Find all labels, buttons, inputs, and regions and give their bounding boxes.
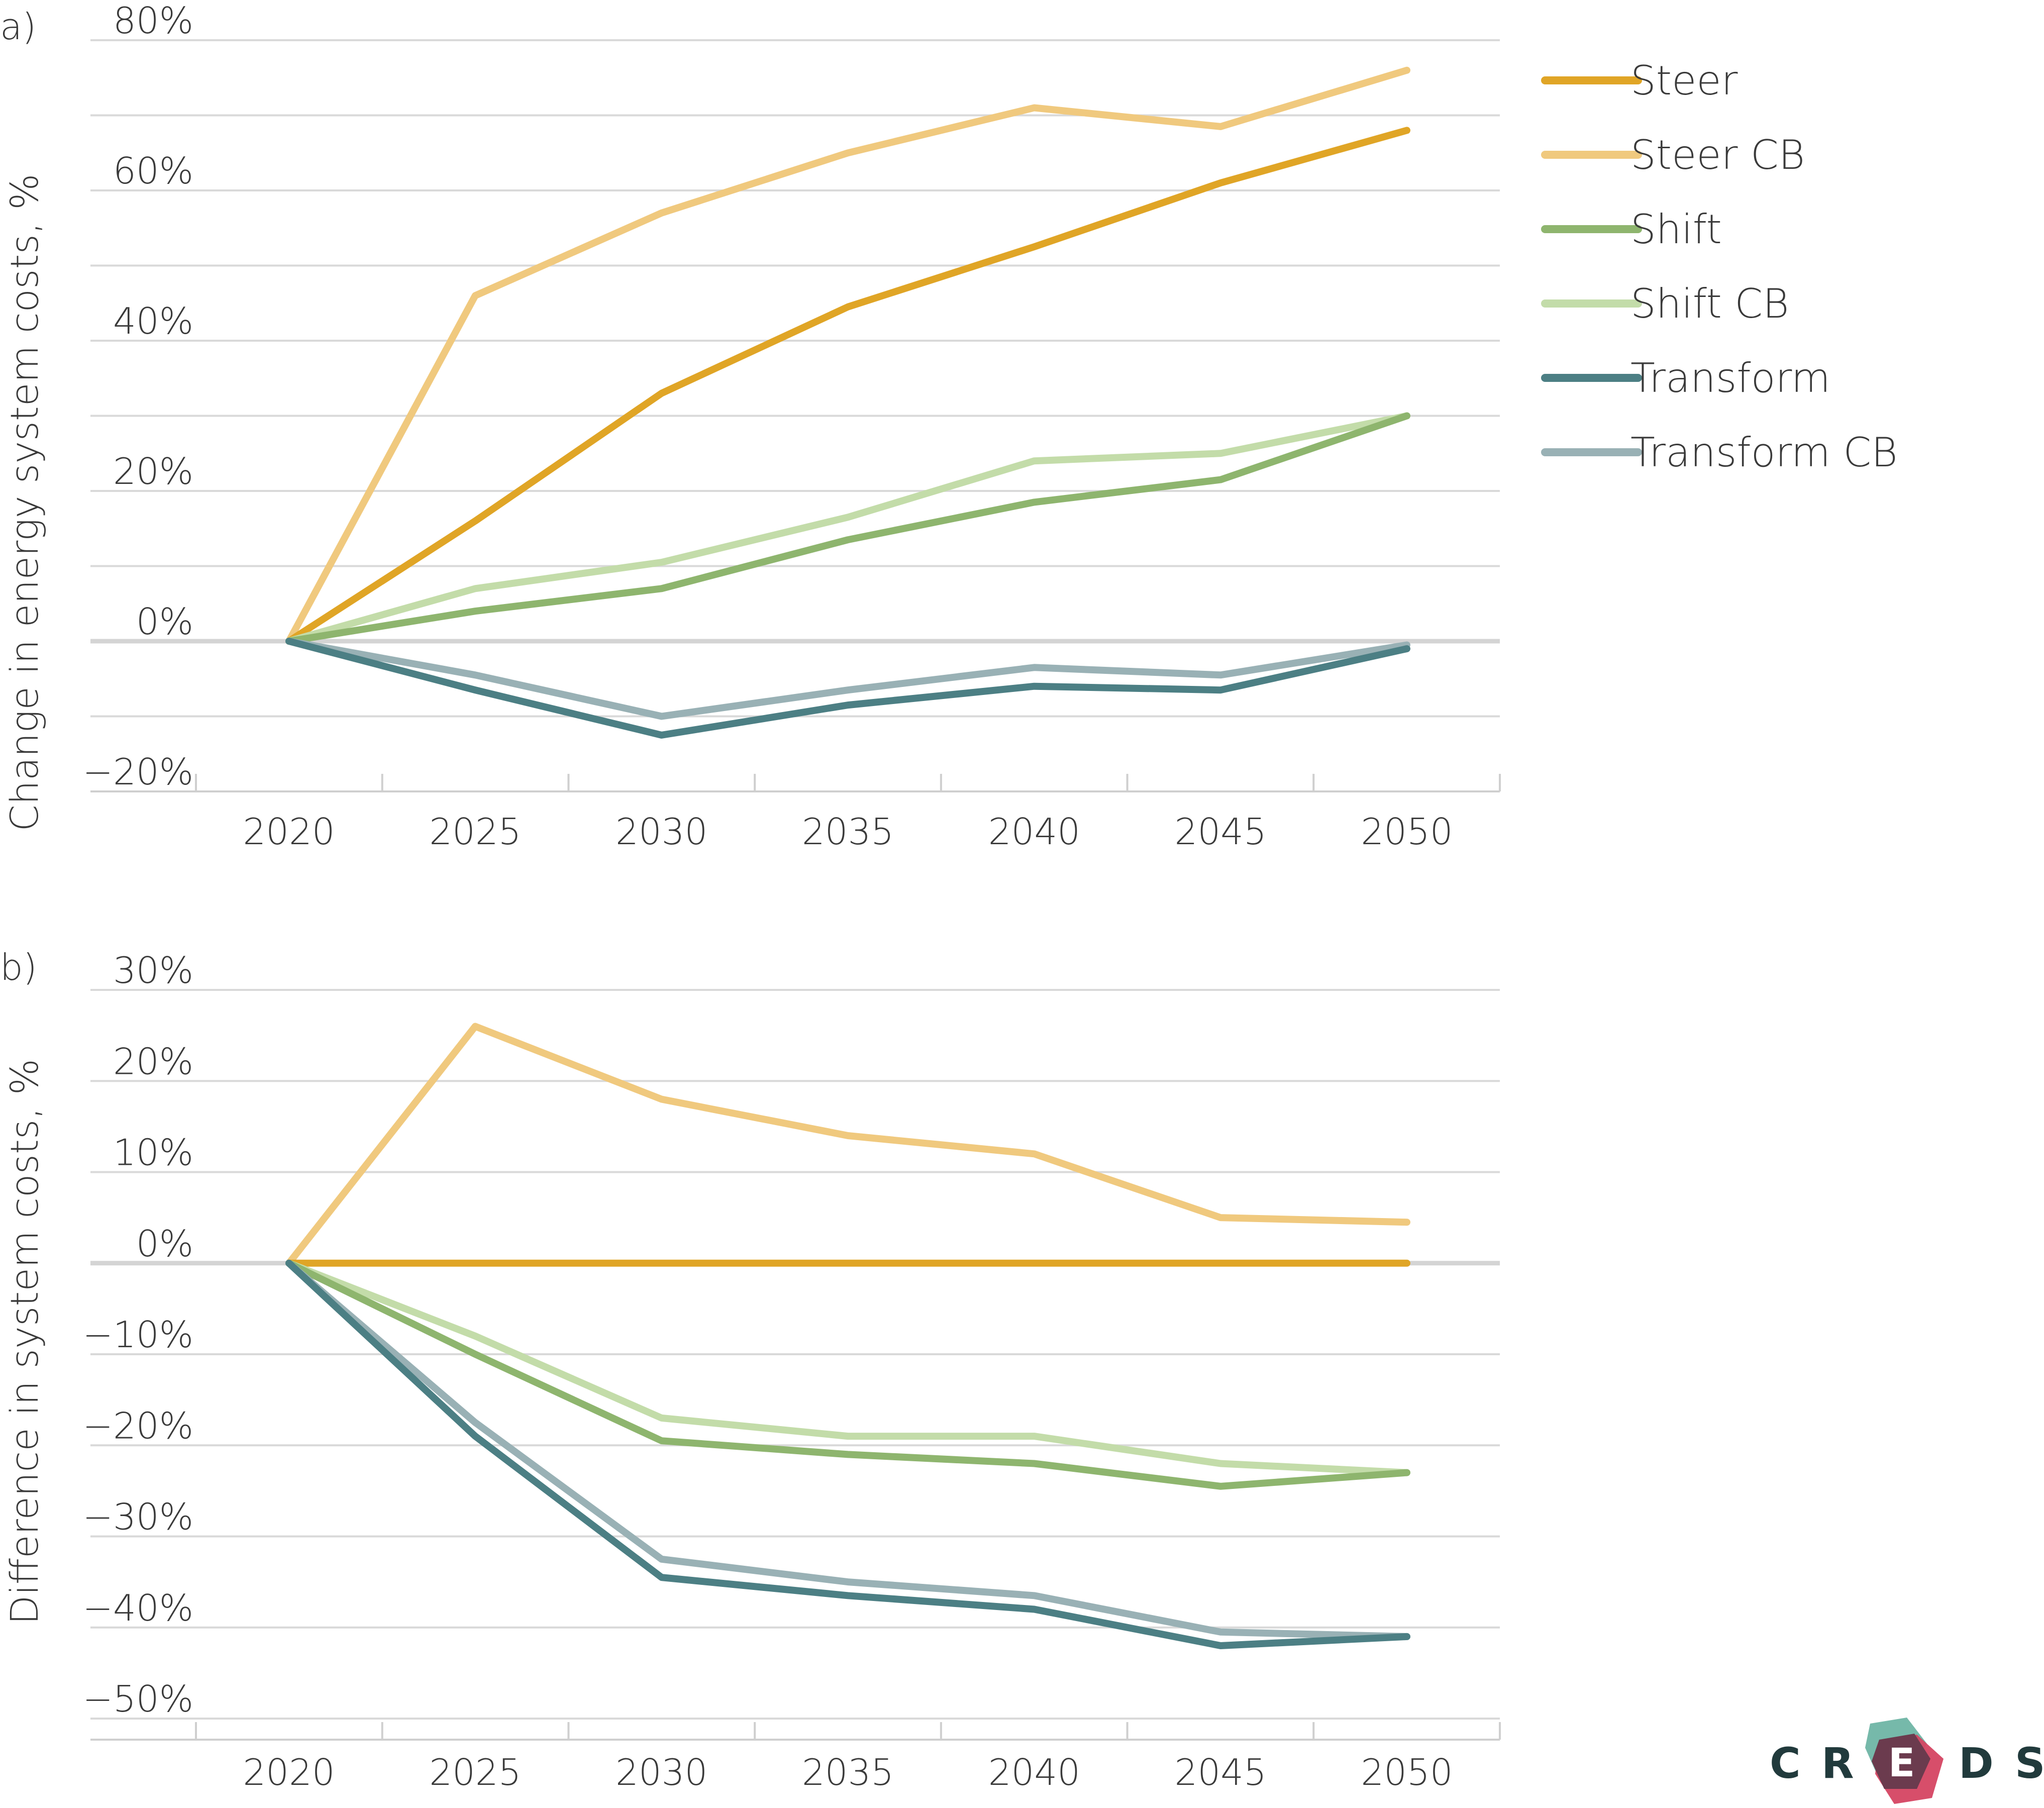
panel-a-series-line-shift	[285, 412, 1410, 645]
panel-a-series-line-steer	[285, 127, 1410, 645]
panel-a-x-tick-label: 2030	[616, 811, 707, 853]
legend-label-transform: Transform	[1630, 355, 1830, 401]
panel-b-series-line-transform	[285, 1259, 1410, 1649]
panel-b-y-axis-title: Difference in system costs, %	[2, 1059, 47, 1625]
panel-a-y-tick-label: −20%	[83, 751, 193, 793]
panel-a-series	[285, 66, 1410, 739]
panel-a-y-tick-label: 60%	[113, 150, 193, 192]
legend-label-shift: Shift	[1630, 206, 1722, 253]
panel-b-y-tick-label: −30%	[83, 1496, 193, 1538]
panel-a-x-tick-label: 2020	[243, 811, 335, 853]
panel-a-x-tick-label: 2040	[988, 811, 1080, 853]
panel-b-grid	[90, 989, 1500, 1720]
panel-b-series-line-transform-cb	[285, 1259, 1410, 1640]
panel-b-y-ticks: −50% −40% −30% −20% −10% 0% 10% 20% 30%	[83, 949, 193, 1720]
panel-b-series-line-shift-cb	[285, 1259, 1410, 1476]
panel-b-x-tick-label: 2040	[988, 1751, 1080, 1793]
legend-label-shift-cb: Shift CB	[1630, 280, 1789, 327]
panel-a-series-line-shift-cb	[285, 412, 1410, 645]
logo-letter-r: R	[1821, 1739, 1854, 1788]
panel-a-x-axis: 2020 2025 2030 2035 2040 2045 2050	[90, 774, 1501, 853]
panel-b-series-line-shift	[285, 1259, 1410, 1490]
panel-b-series	[285, 1023, 1410, 1649]
panel-b-y-tick-label: −50%	[83, 1678, 193, 1720]
logo-letter-d: D	[1959, 1739, 1994, 1788]
panel-b-x-axis: 2020 2025 2030 2035 2040 2045 2050	[90, 1722, 1501, 1793]
panel-a-label: a)	[0, 6, 36, 48]
panel-a-y-axis-title: Change in energy system costs, %	[2, 174, 47, 832]
panel-a-y-tick-label: 40%	[113, 300, 193, 342]
panel-a-y-tick-label: 0%	[136, 600, 193, 643]
panel-b-x-tick-label: 2025	[429, 1751, 521, 1793]
panel-a-series-line-transform	[285, 638, 1410, 739]
panel-b-y-tick-label: 0%	[136, 1223, 193, 1265]
panel-a-x-tick-label: 2025	[429, 811, 521, 853]
creds-logo: C R E D S	[1770, 1718, 2044, 1804]
panel-b-y-tick-label: 20%	[113, 1040, 193, 1082]
panel-b-label: b)	[0, 946, 37, 988]
panel-b-y-tick-label: 10%	[113, 1132, 193, 1174]
logo-letter-s: S	[2015, 1739, 2044, 1788]
panel-b-y-tick-label: −40%	[83, 1587, 193, 1629]
panel-a-x-tick-label: 2045	[1175, 811, 1267, 853]
panel-a-series-line-steer-cb	[285, 66, 1410, 645]
legend-label-transform-cb: Transform CB	[1630, 429, 1898, 476]
panel-b-y-tick-label: 30%	[113, 949, 193, 991]
legend-label-steer-cb: Steer CB	[1630, 132, 1805, 178]
logo-letter-c: C	[1770, 1739, 1801, 1788]
panel-b-x-tick-label: 2030	[616, 1751, 707, 1793]
panel-a-y-tick-label: 80%	[113, 0, 193, 42]
panel-a: a) Change in energy system costs, % −20%…	[0, 0, 1501, 853]
logo-letter-e: E	[1888, 1741, 1915, 1786]
panel-b-series-line-steer-cb	[285, 1023, 1410, 1267]
panel-a-x-tick-label: 2035	[802, 811, 894, 853]
panel-a-series-line-transform-cb	[285, 638, 1410, 720]
legend-label-steer: Steer	[1630, 57, 1738, 104]
panel-b: b) Difference in system costs, % −50% −40…	[0, 946, 1501, 1793]
panel-b-x-tick-label: 2045	[1175, 1751, 1267, 1793]
legend: Steer Steer CB Shift Shift CB Transform Trans…	[1541, 57, 1898, 476]
panel-b-y-tick-label: −20%	[83, 1404, 193, 1447]
panel-b-y-tick-label: −10%	[83, 1314, 193, 1356]
panel-a-grid	[90, 39, 1500, 792]
panel-b-x-tick-label: 2035	[802, 1751, 894, 1793]
panel-b-x-tick-label: 2020	[243, 1751, 335, 1793]
panel-b-x-tick-label: 2050	[1361, 1751, 1453, 1793]
panel-a-y-tick-label: 20%	[113, 450, 193, 492]
panel-a-y-ticks: −20% 0% 20% 40% 60% 80%	[83, 0, 193, 793]
logo-shape-plum	[1872, 1734, 1930, 1789]
panel-a-x-tick-label: 2050	[1361, 811, 1453, 853]
